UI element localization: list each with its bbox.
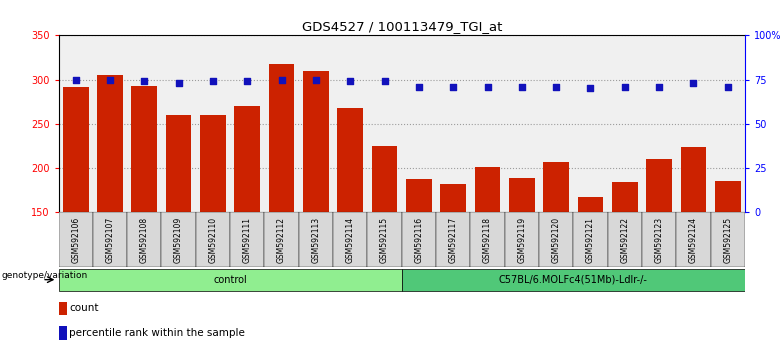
- Bar: [608, 212, 642, 267]
- Bar: [200, 115, 226, 345]
- Text: GSM592106: GSM592106: [71, 217, 80, 263]
- Text: GSM592110: GSM592110: [208, 217, 218, 263]
- Bar: [299, 212, 333, 267]
- Bar: [676, 212, 711, 267]
- Point: [104, 77, 116, 82]
- Text: GSM592124: GSM592124: [689, 217, 698, 263]
- Bar: [58, 268, 402, 291]
- Point: [584, 86, 597, 91]
- Point: [722, 84, 734, 90]
- Bar: [642, 212, 676, 267]
- Bar: [402, 212, 436, 267]
- Point: [516, 84, 528, 90]
- Bar: [264, 212, 299, 267]
- Bar: [131, 86, 158, 345]
- Bar: [474, 167, 501, 345]
- Text: GSM592112: GSM592112: [277, 217, 286, 263]
- Point: [344, 79, 356, 84]
- Bar: [127, 212, 161, 267]
- Bar: [268, 64, 295, 345]
- Bar: [612, 182, 638, 345]
- Point: [447, 84, 459, 90]
- Bar: [196, 212, 230, 267]
- Bar: [367, 212, 402, 267]
- Bar: [303, 71, 329, 345]
- Text: GSM592120: GSM592120: [551, 217, 561, 263]
- Bar: [711, 212, 745, 267]
- Bar: [406, 179, 432, 345]
- Text: C57BL/6.MOLFc4(51Mb)-Ldlr-/-: C57BL/6.MOLFc4(51Mb)-Ldlr-/-: [499, 275, 647, 285]
- Bar: [577, 198, 604, 345]
- Text: GSM592119: GSM592119: [517, 217, 526, 263]
- Bar: [93, 212, 127, 267]
- Bar: [539, 212, 573, 267]
- Bar: [230, 212, 264, 267]
- Point: [275, 77, 288, 82]
- Bar: [509, 178, 535, 345]
- Text: GSM592109: GSM592109: [174, 217, 183, 263]
- Text: GSM592123: GSM592123: [654, 217, 664, 263]
- Bar: [62, 87, 89, 345]
- Text: GSM592107: GSM592107: [105, 217, 115, 263]
- Bar: [402, 268, 745, 291]
- Text: GSM592115: GSM592115: [380, 217, 389, 263]
- Point: [172, 80, 185, 86]
- Bar: [58, 302, 67, 315]
- Text: GSM592125: GSM592125: [723, 217, 732, 263]
- Text: GSM592121: GSM592121: [586, 217, 595, 263]
- Bar: [505, 212, 539, 267]
- Text: GSM592116: GSM592116: [414, 217, 424, 263]
- Bar: [97, 75, 123, 345]
- Text: GSM592108: GSM592108: [140, 217, 149, 263]
- Bar: [161, 212, 196, 267]
- Bar: [436, 212, 470, 267]
- Text: genotype/variation: genotype/variation: [1, 272, 87, 280]
- Bar: [680, 147, 707, 345]
- Text: count: count: [69, 303, 99, 314]
- Text: GSM592111: GSM592111: [243, 217, 252, 263]
- Text: GSM592118: GSM592118: [483, 217, 492, 263]
- Bar: [470, 212, 505, 267]
- Bar: [646, 159, 672, 345]
- Point: [69, 77, 82, 82]
- Text: GSM592122: GSM592122: [620, 217, 629, 263]
- Bar: [573, 212, 608, 267]
- Point: [550, 84, 562, 90]
- Bar: [58, 212, 93, 267]
- Bar: [338, 108, 363, 345]
- Point: [241, 79, 254, 84]
- Bar: [714, 181, 741, 345]
- Text: GSM592114: GSM592114: [346, 217, 355, 263]
- Bar: [58, 326, 67, 340]
- Point: [653, 84, 665, 90]
- Text: GSM592117: GSM592117: [448, 217, 458, 263]
- Point: [687, 80, 700, 86]
- Point: [378, 79, 391, 84]
- Point: [207, 79, 219, 84]
- Title: GDS4527 / 100113479_TGI_at: GDS4527 / 100113479_TGI_at: [302, 20, 502, 33]
- Point: [310, 77, 322, 82]
- Point: [413, 84, 425, 90]
- Bar: [165, 115, 192, 345]
- Bar: [333, 212, 367, 267]
- Text: percentile rank within the sample: percentile rank within the sample: [69, 328, 246, 338]
- Bar: [440, 184, 466, 345]
- Text: control: control: [213, 275, 247, 285]
- Point: [138, 79, 151, 84]
- Bar: [371, 146, 397, 345]
- Point: [619, 84, 631, 90]
- Text: GSM592113: GSM592113: [311, 217, 321, 263]
- Bar: [543, 162, 569, 345]
- Bar: [234, 106, 261, 345]
- Point: [481, 84, 494, 90]
